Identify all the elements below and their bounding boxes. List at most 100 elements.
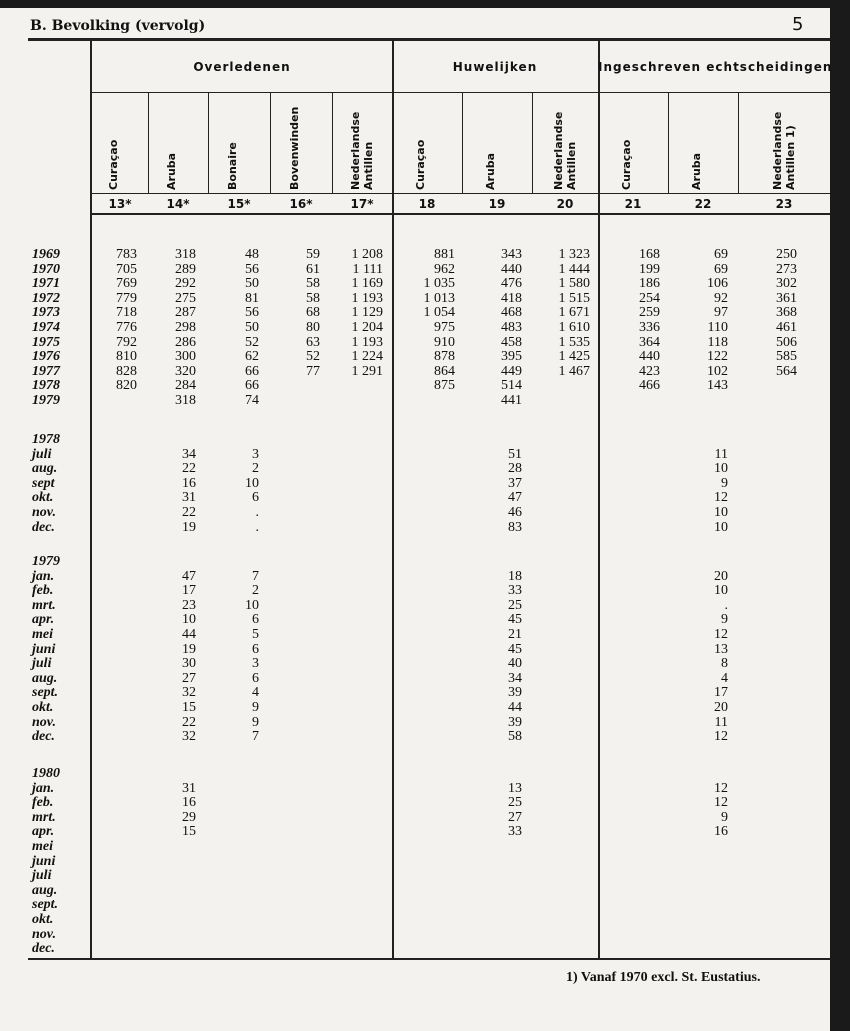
cell: 275	[175, 290, 196, 306]
cell: 292	[175, 276, 196, 292]
cell: 461	[776, 320, 797, 335]
cell: 10	[182, 612, 196, 628]
cell: 27	[508, 809, 522, 825]
cell: 25	[508, 597, 522, 613]
cell: 97	[714, 305, 728, 321]
cell: 45	[508, 641, 522, 657]
row-label: 1977	[32, 363, 60, 379]
cell: 343	[501, 247, 522, 262]
column-number: 23	[775, 197, 793, 211]
column-number: 20	[556, 197, 574, 211]
row-label: jan.	[32, 780, 55, 796]
cell: 441	[501, 393, 522, 408]
cell: 449	[501, 363, 522, 379]
cell: 259	[639, 305, 660, 321]
cell: 10	[245, 597, 259, 613]
row-label: feb.	[32, 795, 54, 811]
cell: 15	[182, 824, 196, 840]
cell: 186	[639, 276, 660, 292]
cell: 1 444	[558, 261, 591, 277]
cell: 34	[182, 446, 196, 462]
row-label: 1978	[32, 378, 60, 394]
cell: 820	[116, 378, 137, 394]
cell: 10	[714, 583, 728, 599]
cell: 66	[245, 378, 259, 394]
row-label: okt.	[32, 490, 54, 506]
cell: 13	[714, 641, 728, 657]
cell: 336	[639, 320, 660, 335]
row-label: jan.	[32, 568, 55, 584]
cell: 320	[175, 363, 196, 379]
cell: 168	[639, 247, 660, 262]
column-number: 14*	[166, 197, 190, 211]
column-number: 15*	[227, 197, 251, 211]
group-header: Ingeschreven echtscheidingen	[598, 60, 830, 74]
cell: 300	[175, 349, 196, 365]
cell: 1 671	[558, 305, 591, 321]
cell: 4	[721, 670, 728, 686]
column-divider	[532, 92, 533, 193]
row-label: mei	[32, 627, 53, 642]
cell: 21	[508, 627, 522, 642]
cell: 23	[182, 597, 196, 613]
cell: 143	[707, 378, 728, 394]
cell: 30	[182, 656, 196, 672]
cell: 1 054	[423, 305, 456, 321]
column-divider	[332, 92, 333, 193]
cell: 51	[508, 446, 522, 462]
cell: 44	[508, 700, 522, 715]
group-header: Overledenen	[193, 60, 291, 74]
cell: 80	[306, 320, 320, 335]
cell: 1 208	[351, 247, 384, 262]
cell: 19	[182, 519, 196, 535]
column-number: 22	[694, 197, 712, 211]
cell: 69	[714, 247, 728, 262]
cell: 7	[252, 729, 259, 745]
cell: 92	[714, 290, 728, 306]
cell: 81	[245, 290, 259, 306]
cell: 286	[175, 334, 196, 350]
cell: 69	[714, 261, 728, 277]
cell: 875	[434, 378, 455, 394]
column-rule	[392, 41, 394, 958]
cell: 17	[182, 583, 196, 599]
cell: 11	[714, 714, 728, 730]
row-label: okt.	[32, 912, 54, 927]
cell: 20	[714, 700, 728, 715]
rule	[92, 92, 830, 93]
cell: .	[724, 597, 729, 613]
column-header: Nederlandse Antillen 1)	[771, 111, 797, 190]
cell: 284	[175, 378, 196, 394]
row-label: 1969	[32, 247, 60, 262]
cell: 52	[306, 349, 320, 365]
cell: 6	[252, 490, 259, 506]
cell: 287	[175, 305, 196, 321]
section-label: 1978	[32, 432, 60, 447]
cell: 585	[776, 349, 797, 365]
cell: 910	[434, 334, 455, 350]
column-number: 18	[418, 197, 436, 211]
cell: 31	[182, 490, 196, 506]
cell: 19	[182, 641, 196, 657]
cell: 250	[776, 247, 797, 262]
row-label: dec.	[32, 729, 55, 745]
cell: 2	[252, 583, 259, 599]
cell: 1 535	[558, 334, 591, 350]
cell: 118	[707, 334, 728, 350]
cell: 1 169	[351, 276, 384, 292]
cell: 20	[714, 568, 728, 584]
cell: 40	[508, 656, 522, 672]
cell: 9	[721, 809, 728, 825]
cell: 514	[501, 378, 522, 394]
cell: 769	[116, 276, 137, 292]
cell: 776	[116, 320, 137, 335]
cell: 68	[306, 305, 320, 321]
column-header: Nederlandse Antillen	[552, 111, 578, 190]
cell: 16	[182, 795, 196, 811]
row-label: aug.	[32, 670, 58, 686]
cell: 881	[434, 247, 455, 262]
cell: 50	[245, 276, 259, 292]
cell: 199	[639, 261, 660, 277]
column-header: Nederlandse Antillen	[349, 111, 375, 190]
